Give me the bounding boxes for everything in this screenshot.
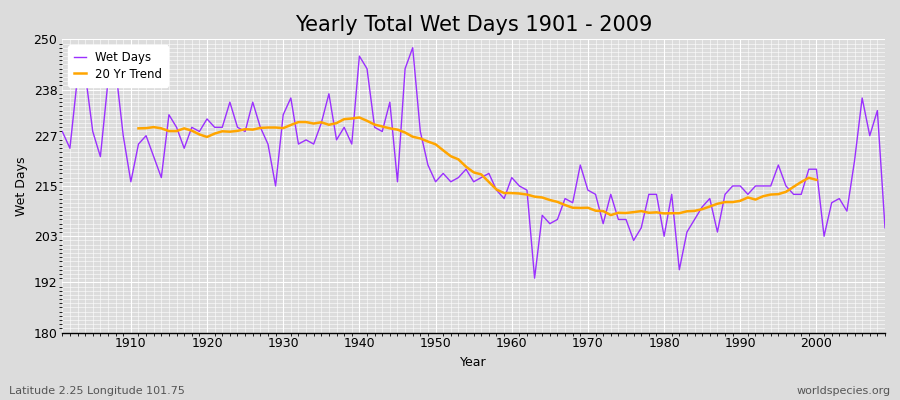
- 20 Yr Trend: [338, 117, 349, 122]
- Wet Days: [285, 96, 296, 100]
- Wet Days: [529, 276, 540, 280]
- Title: Yearly Total Wet Days 1901 - 2009: Yearly Total Wet Days 1901 - 2009: [295, 15, 652, 35]
- X-axis label: Year: Year: [460, 356, 487, 369]
- 20 Yr Trend: [796, 180, 806, 184]
- Wet Days: [613, 217, 624, 222]
- Wet Days: [879, 226, 890, 230]
- 20 Yr Trend: [727, 200, 738, 204]
- Wet Days: [408, 45, 418, 50]
- 20 Yr Trend: [606, 213, 616, 218]
- Line: Wet Days: Wet Days: [62, 48, 885, 278]
- 20 Yr Trend: [811, 178, 822, 182]
- Wet Days: [57, 129, 68, 134]
- Legend: Wet Days, 20 Yr Trend: Wet Days, 20 Yr Trend: [68, 45, 168, 86]
- Text: worldspecies.org: worldspecies.org: [796, 386, 891, 396]
- 20 Yr Trend: [133, 126, 144, 131]
- 20 Yr Trend: [224, 129, 235, 134]
- Text: Latitude 2.25 Longitude 101.75: Latitude 2.25 Longitude 101.75: [9, 386, 184, 396]
- Y-axis label: Wet Days: Wet Days: [15, 156, 28, 216]
- Wet Days: [331, 138, 342, 142]
- 20 Yr Trend: [712, 201, 723, 206]
- 20 Yr Trend: [354, 115, 364, 120]
- Wet Days: [507, 175, 517, 180]
- 20 Yr Trend: [621, 210, 632, 215]
- Line: 20 Yr Trend: 20 Yr Trend: [139, 118, 816, 215]
- Wet Days: [514, 184, 525, 188]
- Wet Days: [118, 133, 129, 138]
